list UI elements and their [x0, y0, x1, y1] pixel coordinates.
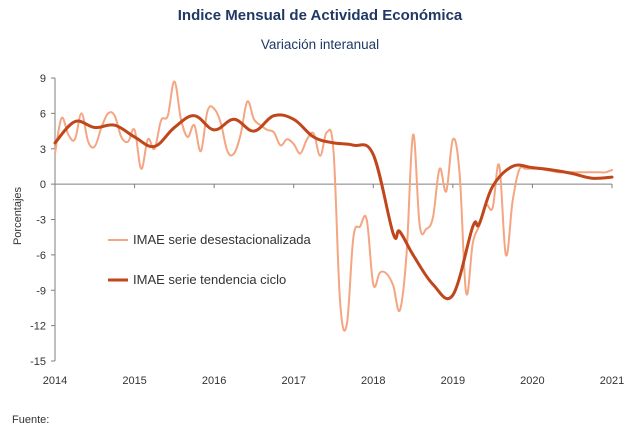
chart-subtitle: Variación interanual [260, 37, 380, 52]
x-tick-label: 2014 [43, 375, 67, 387]
y-tick-label: -12 [30, 321, 46, 333]
chart-title: Indice Mensual de Actividad Económica [177, 7, 463, 24]
y-tick-label: -3 [36, 215, 46, 227]
series-group [53, 80, 614, 332]
series-line-desestacionalizada [54, 80, 613, 332]
y-tick-label: -9 [36, 285, 46, 297]
x-tick-label: 2016 [202, 375, 226, 387]
y-tick-label: 9 [40, 73, 46, 85]
series-line-tendencia-ciclo [53, 113, 614, 301]
axes: 9 6 3 0 -3 -6 -9 -12 -15 2014 2015 2016 2017 2018 2019… [30, 73, 624, 387]
y-tick-label: -6 [36, 250, 46, 262]
x-tick-label: 2017 [281, 375, 305, 387]
y-tick-label: 3 [40, 144, 46, 156]
y-tick-label: 0 [40, 179, 46, 191]
x-tick-label: 2021 [600, 375, 624, 387]
x-tick-label: 2020 [520, 375, 544, 387]
y-tick-label: 6 [40, 108, 46, 120]
y-tick-label: -15 [30, 356, 46, 368]
legend: IMAE serie desestacionalizada IMAE serie … [108, 232, 312, 287]
x-tick-label: 2015 [122, 375, 146, 387]
legend-label: IMAE serie desestacionalizada [133, 232, 312, 247]
legend-label: IMAE serie tendencia ciclo [133, 272, 286, 287]
source-note: Fuente: [12, 414, 50, 426]
y-axis-label: Porcentajes [12, 186, 24, 245]
x-tick-label: 2018 [361, 375, 385, 387]
x-tick-label: 2019 [441, 375, 465, 387]
